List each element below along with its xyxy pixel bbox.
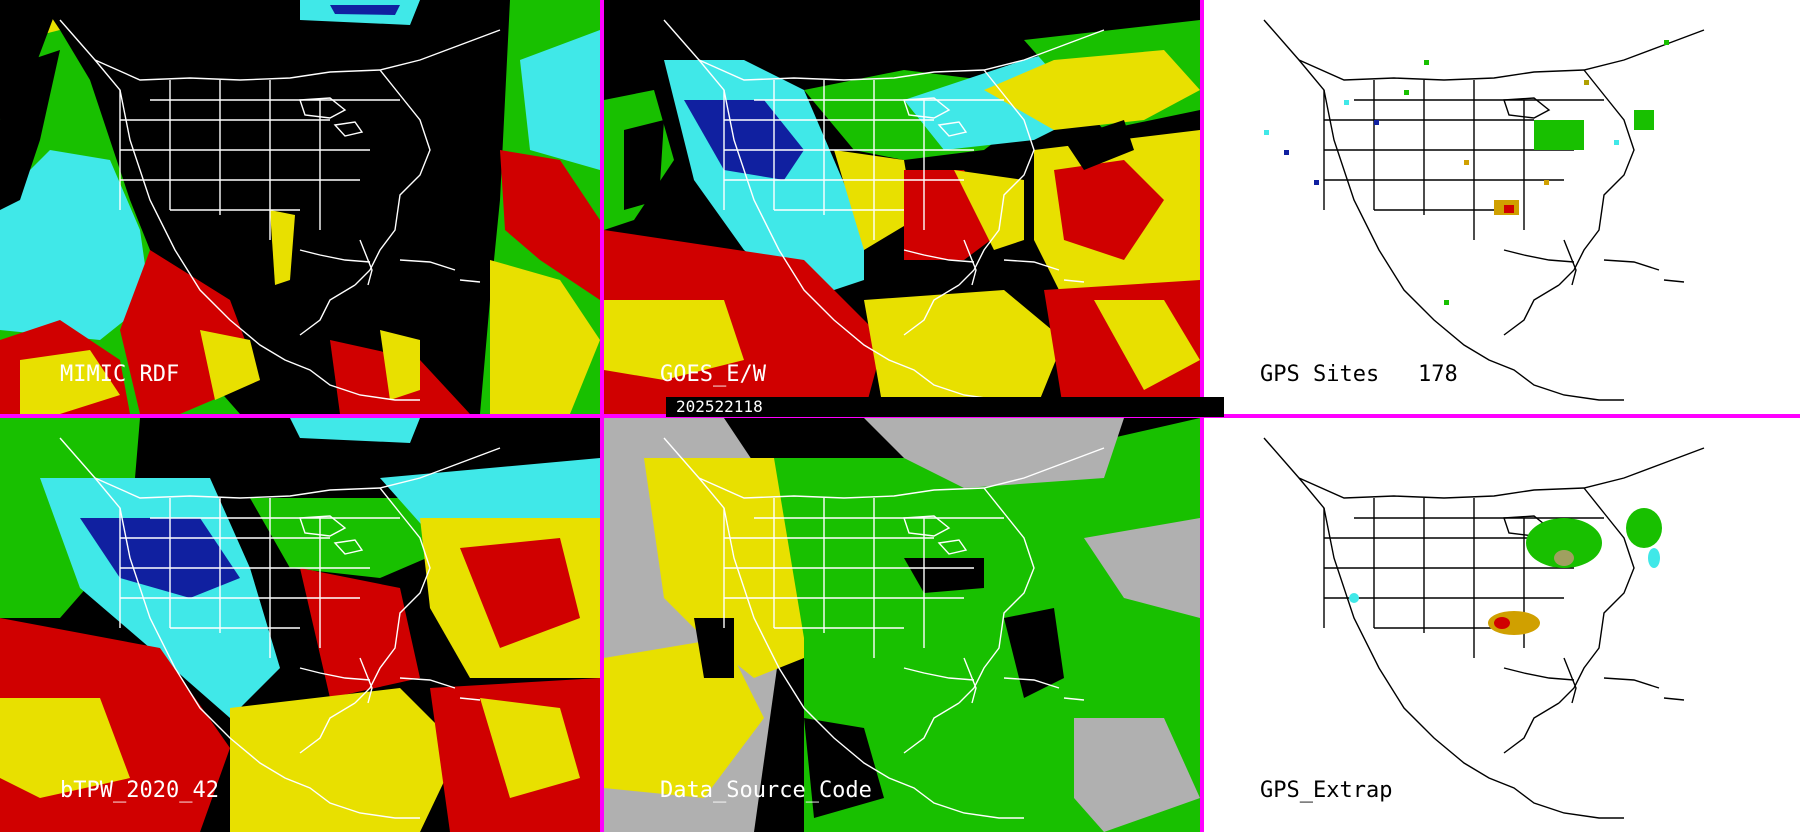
timestamp-bar: 202522118 <box>666 397 1224 417</box>
panel-label: MIMIC RDF <box>60 362 180 387</box>
panel-data-source-code: Data_Source_Code <box>604 418 1200 832</box>
panel-goes-ew: GOES_E/W <box>604 0 1200 414</box>
panel-gps-sites: GPS Sites 178 <box>1204 0 1800 414</box>
gps-sites-count: 178 <box>1418 362 1458 387</box>
panel-gps-extrap: GPS_Extrap <box>1204 418 1800 832</box>
gps-sites-map <box>1204 0 1800 414</box>
panel-label: GPS Sites <box>1260 362 1380 387</box>
mimic-rdf-map <box>0 0 600 414</box>
panel-btpw: bTPW_2020_42 <box>0 418 600 832</box>
panel-label: bTPW_2020_42 <box>60 778 219 803</box>
panel-mimic-rdf: MIMIC RDF <box>0 0 600 414</box>
gps-extrap-map <box>1204 418 1800 832</box>
gps-extrap-blobs <box>1349 508 1662 635</box>
data-source-map <box>604 418 1200 832</box>
goes-ew-map <box>604 0 1200 414</box>
panel-label: GPS_Extrap <box>1260 778 1393 803</box>
panel-label: GOES_E/W <box>660 362 766 387</box>
panel-label: Data_Source_Code <box>660 778 872 803</box>
btpw-map <box>0 418 600 832</box>
gps-site-markers <box>1264 40 1669 305</box>
